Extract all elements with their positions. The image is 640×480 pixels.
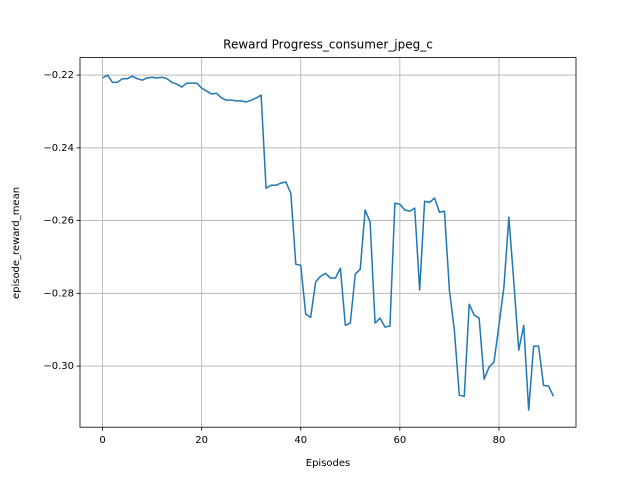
y-tick-label: −0.30 xyxy=(43,361,74,372)
x-tick-label: 40 xyxy=(294,435,307,446)
x-tick-label: 0 xyxy=(99,435,105,446)
y-tick-label: −0.26 xyxy=(43,216,74,227)
x-tick-label: 20 xyxy=(195,435,208,446)
x-tick-label: 60 xyxy=(393,435,406,446)
plot xyxy=(102,74,555,411)
grid xyxy=(80,57,576,428)
y-tick-label: −0.22 xyxy=(43,70,74,81)
y-tick-label: −0.24 xyxy=(43,143,74,154)
line-series xyxy=(102,74,555,411)
y-tick-label: −0.28 xyxy=(43,288,74,299)
axes-frame xyxy=(79,57,577,428)
x-tick-label: 80 xyxy=(493,435,506,446)
chart-title: Reward Progress_consumer_jpeg_c xyxy=(223,38,433,52)
y-axis-label: episode_reward_mean xyxy=(11,187,22,299)
x-axis-label: Episodes xyxy=(306,458,350,469)
